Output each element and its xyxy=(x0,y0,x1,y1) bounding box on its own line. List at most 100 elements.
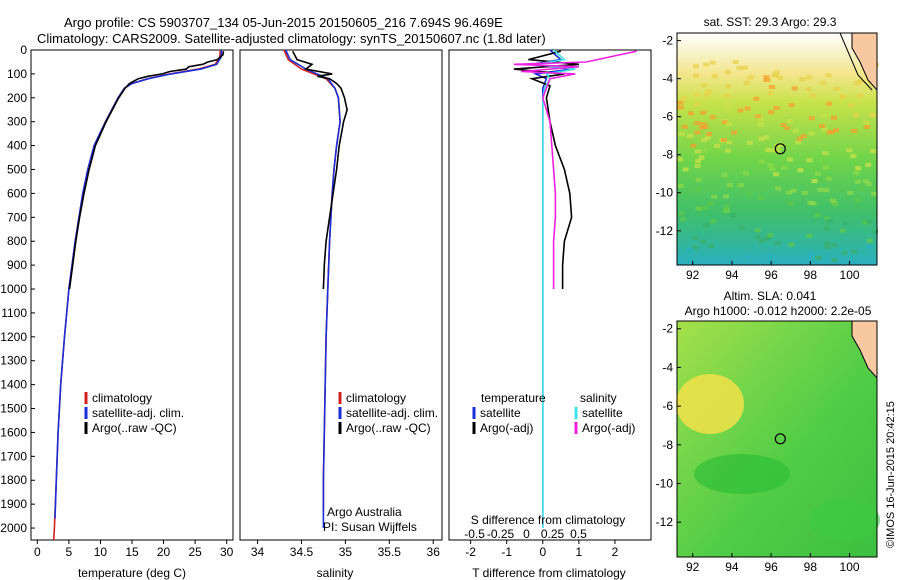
sst-cell xyxy=(711,194,718,199)
sst-cell xyxy=(819,80,826,85)
sst-cell xyxy=(701,138,708,142)
map-x-tick-label: 96 xyxy=(764,560,778,574)
legend-satellite-label: satellite-adj. clim. xyxy=(346,406,438,420)
sst-cell xyxy=(822,165,829,170)
sst-cell xyxy=(723,194,730,199)
sst-cell xyxy=(765,147,772,152)
sst-cell xyxy=(732,60,739,64)
sst-cell xyxy=(821,113,828,118)
sst-cell xyxy=(681,124,688,129)
sla-map-title: Altim. SLA: 0.041 xyxy=(724,289,817,303)
s-tick-label: -0.25 xyxy=(487,527,515,541)
sst-cell xyxy=(839,95,846,100)
legend-climatology-label: climatology xyxy=(92,391,152,405)
sst-cell xyxy=(865,181,872,186)
sst-cell xyxy=(758,159,765,164)
y-tick-label: 700 xyxy=(7,210,27,224)
sst-cell xyxy=(707,201,714,206)
sst-cell xyxy=(725,122,732,127)
sst-cell xyxy=(694,163,701,168)
sla-low-anomaly xyxy=(694,454,790,494)
sst-cell xyxy=(824,216,831,221)
sst-cell xyxy=(808,131,815,136)
difference-xlabel: T difference from climatology xyxy=(472,566,626,580)
sla-map-panel: Altim. SLA: 0.041 Argo h1000: -0.012 h20… xyxy=(656,289,880,574)
sst-cell xyxy=(841,250,848,255)
credit-text: Argo Australia xyxy=(327,505,402,519)
sst-cell xyxy=(773,106,780,110)
sst-cell xyxy=(829,198,836,203)
sst-cell xyxy=(815,255,822,260)
y-tick-label: 400 xyxy=(7,139,27,153)
sst-cell xyxy=(784,126,791,131)
imos-watermark: ©IMOS 16-Jun-2015 20:42:15 xyxy=(885,401,897,548)
sst-cell xyxy=(866,219,873,224)
sst-cell xyxy=(703,92,710,97)
sst-cell xyxy=(768,85,775,89)
sst-cell xyxy=(688,111,695,116)
x-tick-label: 15 xyxy=(125,545,139,559)
legend-temp-argo-label: Argo(-adj) xyxy=(480,421,533,435)
sst-cell xyxy=(700,148,707,153)
pi-text: PI: Susan Wijffels xyxy=(323,520,417,534)
sst-cell xyxy=(848,103,855,108)
sst-cell xyxy=(742,171,749,176)
y-tick-label: 1200 xyxy=(0,330,27,344)
sst-cell xyxy=(814,171,821,176)
sst-cell xyxy=(774,148,781,153)
series-sal_argo-line xyxy=(513,50,637,289)
sst-cell xyxy=(785,190,792,195)
sst-cell xyxy=(846,148,853,153)
sst-cell xyxy=(781,165,788,170)
sst-cell xyxy=(795,140,802,145)
sst-cell xyxy=(693,102,700,107)
x-tick-label: 5 xyxy=(66,545,73,559)
sst-cell xyxy=(695,187,702,192)
sst-cell xyxy=(754,228,761,233)
sst-map-frame xyxy=(676,32,878,266)
sst-cell xyxy=(725,84,732,89)
map-y-tick-label: -4 xyxy=(662,360,673,374)
sst-map-panel: sat. SST: 29.3 Argo: 29.3 92 94 96 98 100 -2… xyxy=(656,15,879,282)
sst-cell xyxy=(831,202,838,207)
sst-cell xyxy=(711,74,718,79)
sst-cell xyxy=(786,157,793,162)
y-tick-label: 1100 xyxy=(1,306,27,320)
sst-cell xyxy=(864,125,871,129)
sst-cell xyxy=(854,198,861,203)
sst-cell xyxy=(871,187,877,191)
map-x-tick-label: 100 xyxy=(840,560,860,574)
temperature-legend: climatology satellite-adj. clim. Argo(..… xyxy=(84,391,184,435)
sst-cell xyxy=(767,91,774,96)
map-y-tick-label: -4 xyxy=(662,72,673,86)
sst-cell xyxy=(825,176,832,181)
s-tick-label: -0.5 xyxy=(464,527,485,541)
sst-cell xyxy=(706,132,713,137)
sst-cell xyxy=(776,142,783,147)
sst-cell xyxy=(700,110,707,115)
sst-cell xyxy=(862,220,869,225)
y-tick-label: 1600 xyxy=(0,425,27,439)
s-tick-label: 0.5 xyxy=(570,527,587,541)
salinity-axes-frame xyxy=(239,49,443,541)
sst-cell xyxy=(763,135,770,140)
sst-cell xyxy=(800,134,807,139)
x-tick-label: 35 xyxy=(339,545,353,559)
map-y-tick-label: -8 xyxy=(662,438,673,452)
sst-cell xyxy=(703,223,710,228)
sst-cell xyxy=(839,228,846,233)
sst-cell xyxy=(871,191,878,196)
x-tick-label: 0 xyxy=(34,545,41,559)
sst-cell xyxy=(686,247,693,252)
map-y-tick-label: -6 xyxy=(662,110,673,124)
map-y-tick-label: -2 xyxy=(662,34,673,48)
legend-temperature-heading: temperature xyxy=(481,391,546,405)
sst-cell xyxy=(847,190,854,195)
sst-cell xyxy=(817,187,824,192)
sst-cell xyxy=(753,96,760,101)
map-x-tick-label: 92 xyxy=(686,560,700,574)
sst-cell xyxy=(705,89,712,94)
series-satellite-line xyxy=(284,49,341,528)
sst-cell xyxy=(722,208,729,212)
